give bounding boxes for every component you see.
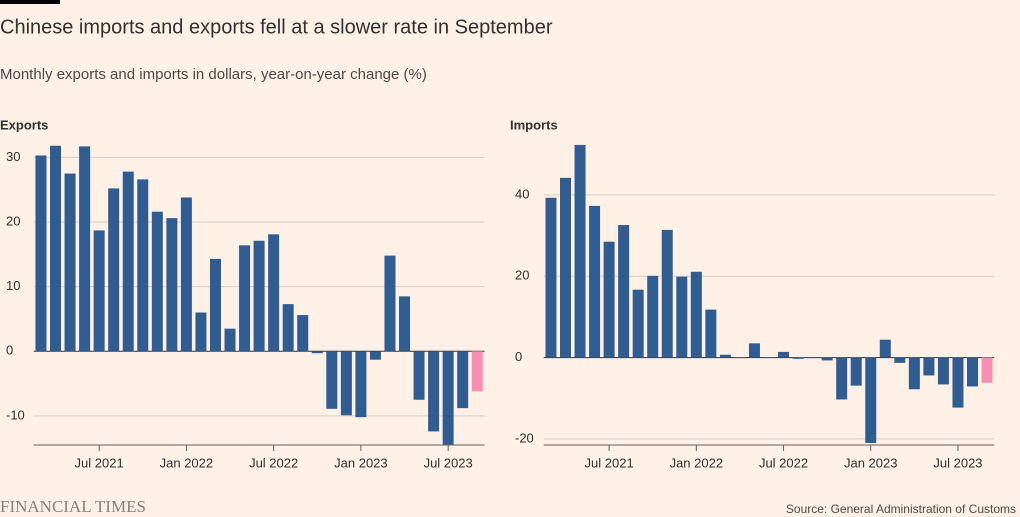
bar xyxy=(908,357,920,390)
bar xyxy=(647,275,659,358)
bar xyxy=(923,357,935,376)
brand-bar xyxy=(0,0,60,4)
bar xyxy=(734,357,746,359)
bar xyxy=(719,354,731,358)
bar xyxy=(137,179,149,352)
bar xyxy=(151,211,163,352)
bar xyxy=(35,155,47,352)
bar xyxy=(340,351,352,416)
x-tick-label: Jan 2022 xyxy=(670,455,724,470)
bar xyxy=(457,351,469,409)
bar xyxy=(807,357,819,358)
y-tick-label: 40 xyxy=(515,186,529,201)
bar xyxy=(166,218,178,352)
x-tick-label: Jul 2022 xyxy=(249,455,298,470)
y-tick-label: -20 xyxy=(515,430,534,445)
bar xyxy=(50,145,62,352)
bar xyxy=(384,255,396,352)
bar xyxy=(93,230,105,352)
x-tick-label: Jul 2023 xyxy=(933,455,982,470)
bar xyxy=(661,229,673,358)
bar xyxy=(545,197,557,358)
bar xyxy=(574,144,586,358)
bar xyxy=(850,357,862,386)
x-tick-label: Jul 2021 xyxy=(585,455,634,470)
bar xyxy=(792,357,804,359)
bar xyxy=(64,173,76,352)
bar xyxy=(879,339,891,358)
subtitle: Monthly exports and imports in dollars, … xyxy=(0,66,427,83)
bar xyxy=(471,351,483,392)
source: Source: General Administration of Custom… xyxy=(786,502,1016,516)
y-tick-label: 20 xyxy=(515,268,529,283)
bar xyxy=(821,357,833,361)
x-tick-label: Jan 2023 xyxy=(844,455,898,470)
x-tick-label: Jul 2021 xyxy=(75,455,124,470)
brand: FINANCIAL TIMES xyxy=(0,497,146,516)
bar xyxy=(326,351,338,409)
bar xyxy=(209,258,221,352)
bar xyxy=(399,296,411,352)
x-tick-label: Jan 2022 xyxy=(160,455,214,470)
bar xyxy=(705,309,717,358)
bar xyxy=(690,271,702,358)
bar xyxy=(79,146,91,352)
y-tick-label: 30 xyxy=(6,149,20,164)
y-tick-label: 20 xyxy=(6,213,20,228)
bar xyxy=(239,245,251,352)
bar xyxy=(560,177,572,358)
bar xyxy=(676,276,688,358)
bar xyxy=(355,351,367,418)
bar xyxy=(122,171,134,352)
bar xyxy=(428,351,440,432)
bar xyxy=(268,234,280,352)
bar xyxy=(369,351,381,360)
bar xyxy=(865,357,877,443)
bar xyxy=(224,328,236,352)
bar xyxy=(981,357,993,383)
y-tick-label: 0 xyxy=(515,349,522,364)
bar xyxy=(632,289,644,358)
bar xyxy=(952,357,964,408)
bar xyxy=(763,357,775,359)
x-tick-label: Jul 2022 xyxy=(759,455,808,470)
bar xyxy=(836,357,848,400)
bar xyxy=(603,241,615,358)
y-tick-label: -10 xyxy=(6,407,25,422)
y-tick-label: 0 xyxy=(6,343,13,358)
bar xyxy=(618,225,630,358)
x-tick-label: Jan 2023 xyxy=(334,455,388,470)
bar xyxy=(937,357,949,385)
bar xyxy=(413,351,425,400)
y-tick-label: 10 xyxy=(6,278,20,293)
bar xyxy=(589,205,601,358)
bar xyxy=(253,240,265,352)
bar xyxy=(966,357,978,387)
x-tick-label: Jul 2023 xyxy=(424,455,473,470)
bar xyxy=(108,188,120,352)
panel-title: Imports xyxy=(510,117,558,132)
panel-title: Exports xyxy=(0,117,48,132)
bar xyxy=(180,197,192,352)
bar xyxy=(748,343,760,358)
bar xyxy=(778,351,790,358)
chart-title: Chinese imports and exports fell at a sl… xyxy=(0,16,553,38)
bar xyxy=(282,304,294,352)
bar xyxy=(311,351,323,354)
bar xyxy=(442,351,454,445)
bar xyxy=(894,357,906,363)
bar xyxy=(195,312,207,352)
bar xyxy=(297,315,309,352)
